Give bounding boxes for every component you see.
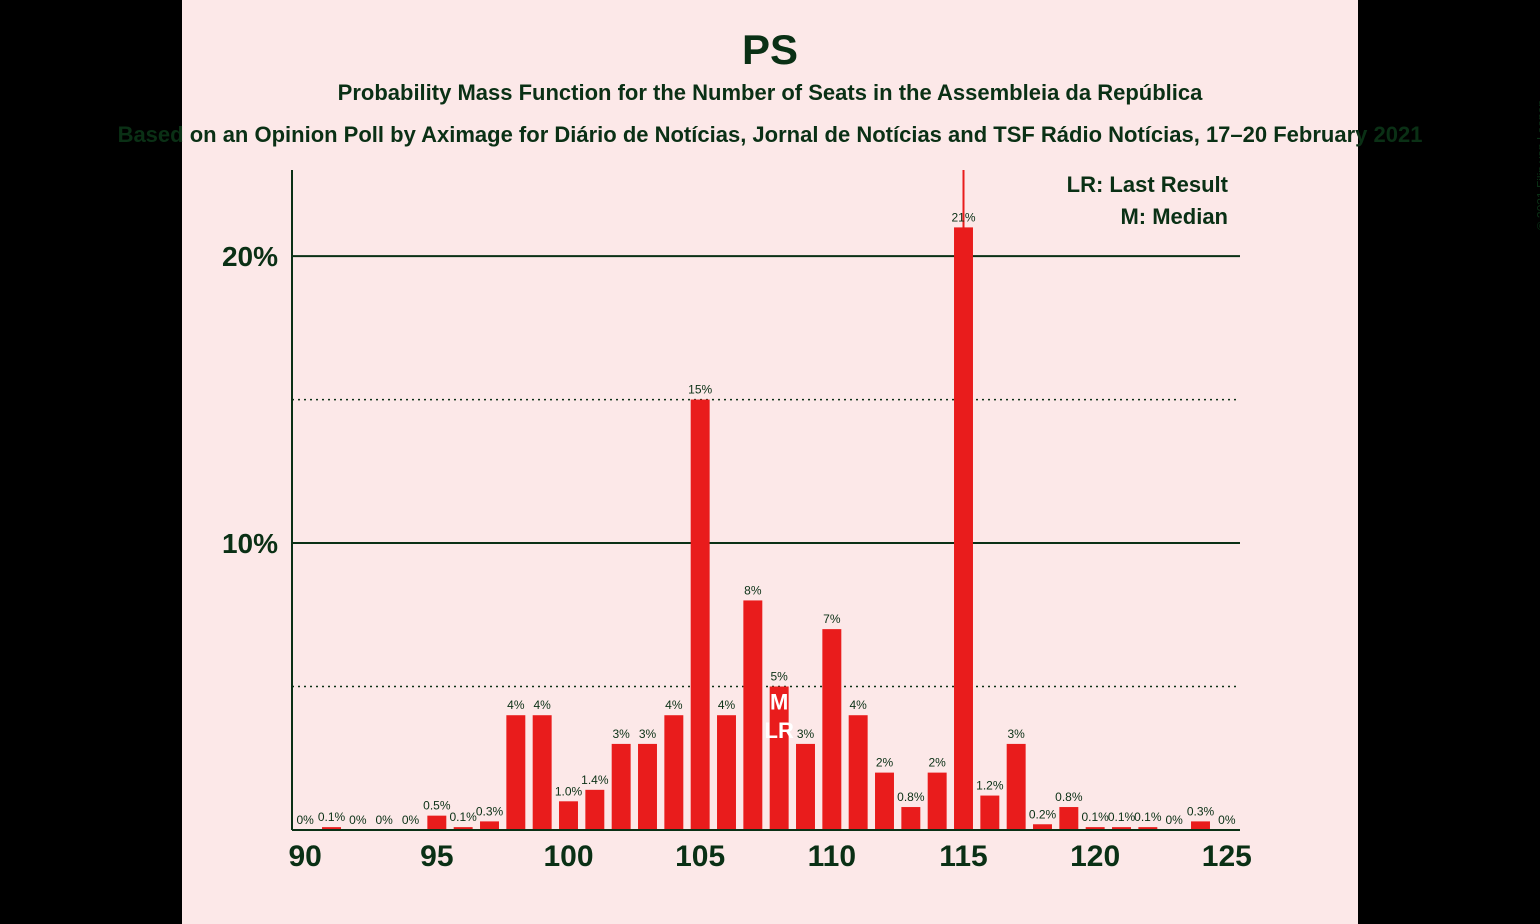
bar [796,744,815,830]
x-tick-label: 105 [675,840,725,873]
chart-svg: 0%0.1%0%0%0%0.5%0.1%0.3%4%4%1.0%1.4%3%3%… [292,170,1240,830]
marker-lr: LR [765,718,794,743]
bar [901,807,920,830]
bar-label: 3% [612,727,630,741]
bar [1191,821,1210,830]
bar-label: 1.4% [581,773,609,787]
bar-label: 0.1% [318,810,346,824]
bar [1059,807,1078,830]
chart-title: PS [0,26,1540,74]
bar-label: 3% [1007,727,1025,741]
x-tick-label: 100 [543,840,593,873]
bar [849,715,868,830]
x-tick-label: 115 [939,840,987,873]
bar [612,744,631,830]
bar-label: 0.3% [1187,804,1215,818]
bar [822,629,841,830]
bar [980,796,999,830]
marker-m: M [770,689,788,714]
bar-label: 0% [375,813,393,827]
bar-label: 2% [928,756,946,770]
bar [691,400,710,830]
x-tick-label: 110 [808,840,856,873]
legend-m: M: Median [1120,204,1228,229]
bar [427,816,446,830]
x-tick-label: 95 [420,840,453,873]
bar-label: 0.1% [1134,810,1162,824]
x-tick-label: 120 [1070,840,1120,873]
bar-label: 1.2% [976,779,1004,793]
bar-label: 8% [744,583,762,597]
bar-label: 21% [951,210,975,224]
legend-lr: LR: Last Result [1067,172,1229,197]
bar [585,790,604,830]
bar-label: 0.2% [1029,807,1057,821]
stage: PS Probability Mass Function for the Num… [0,0,1540,924]
x-tick-label: 90 [288,840,321,873]
bar-label: 0.5% [423,799,451,813]
bar [1007,744,1026,830]
bar-label: 4% [507,698,525,712]
y-tick-label: 20% [222,241,278,272]
bar-label: 0.8% [1055,790,1083,804]
bar-label: 5% [770,670,788,684]
bar [954,227,973,830]
bar-label: 0% [349,813,367,827]
bar-label: 4% [718,698,736,712]
chart-subtitle-1: Probability Mass Function for the Number… [0,80,1540,106]
copyright-notice: © 2021 Filip van Laenen [1534,100,1540,230]
bar [638,744,657,830]
bar [533,715,552,830]
bar-label: 1.0% [555,784,583,798]
bar [506,715,525,830]
bar-label: 0% [1218,813,1236,827]
x-tick-label: 125 [1202,840,1252,873]
bar-label: 0.1% [449,810,477,824]
chart-subtitle-2: Based on an Opinion Poll by Aximage for … [0,122,1540,148]
bar [743,600,762,830]
bar [875,773,894,830]
bar [559,801,578,830]
bar [928,773,947,830]
bar-label: 7% [823,612,841,626]
bar-label: 3% [797,727,815,741]
bar-label: 4% [533,698,551,712]
bar-label: 0.3% [476,804,504,818]
bar-label: 15% [688,383,712,397]
bar-label: 0% [402,813,420,827]
bar [717,715,736,830]
y-tick-label: 10% [222,528,278,559]
bar [480,821,499,830]
bar [664,715,683,830]
bar-label: 0% [1165,813,1183,827]
bar-label: 4% [849,698,867,712]
bar-label: 4% [665,698,683,712]
bar-label: 0.8% [897,790,925,804]
bar-label: 0.1% [1108,810,1136,824]
bar-label: 3% [639,727,657,741]
bar-label: 0.1% [1081,810,1109,824]
bar-label: 0% [296,813,314,827]
bar-label: 2% [876,756,894,770]
